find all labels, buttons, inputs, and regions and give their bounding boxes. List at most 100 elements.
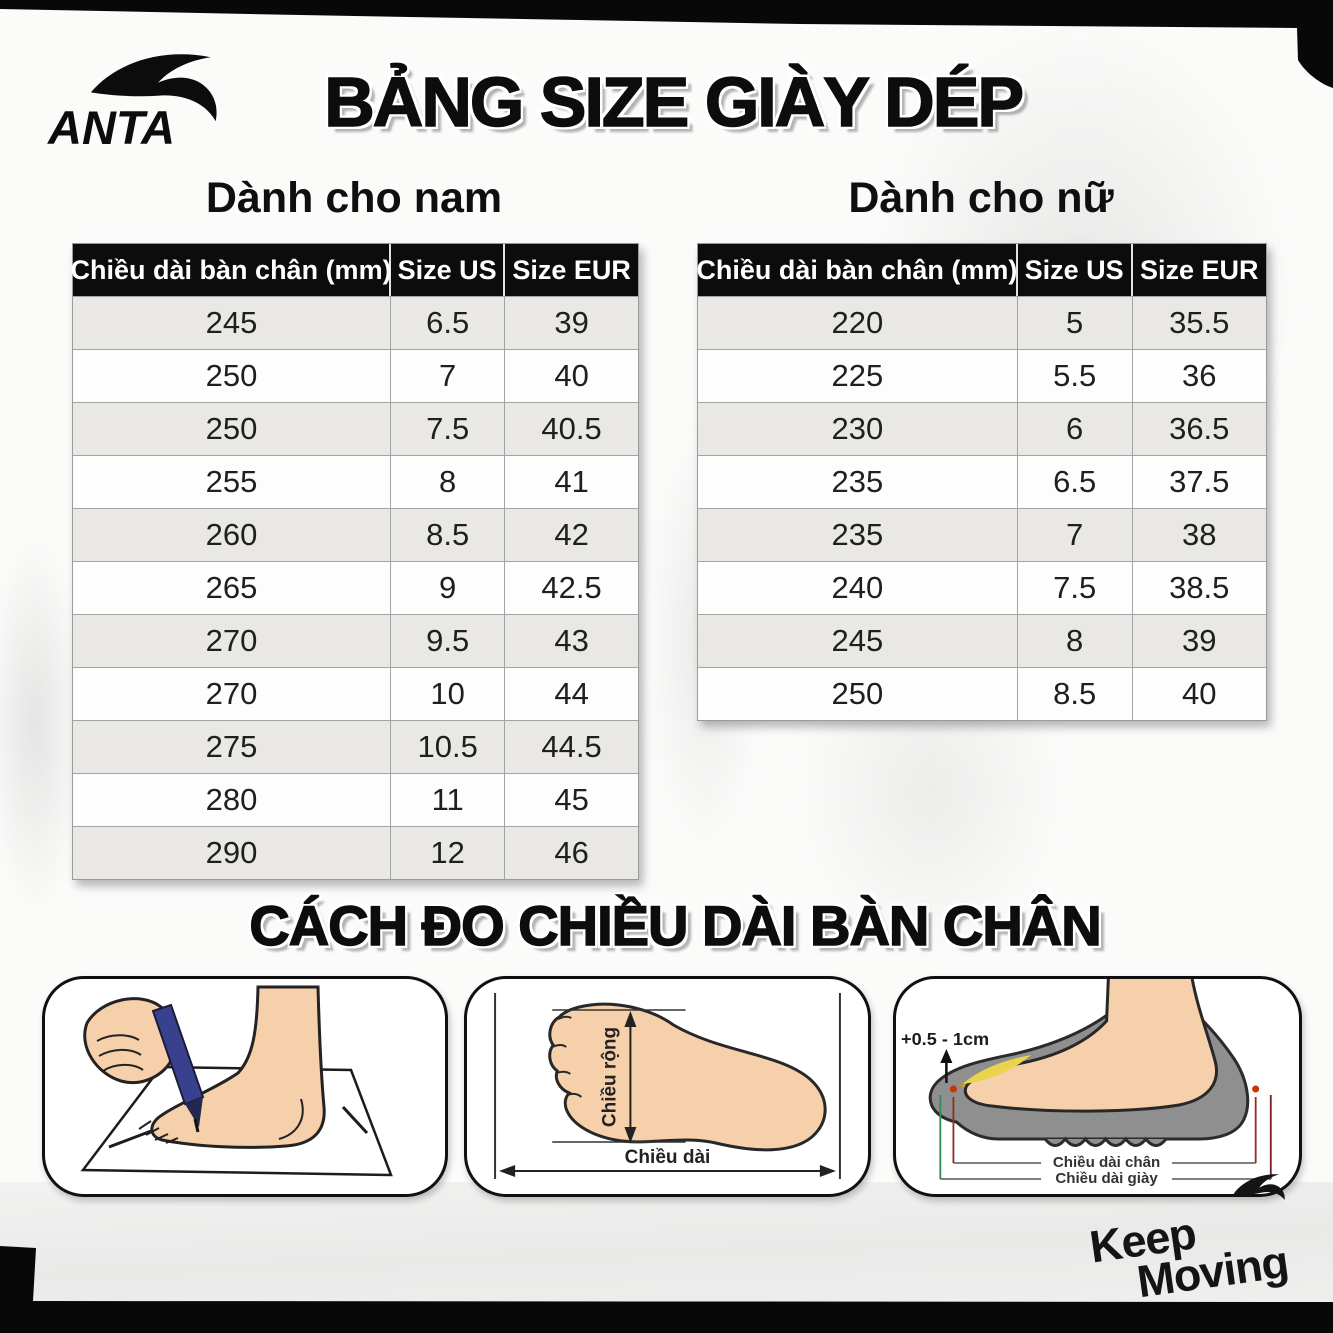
- foot-length-label: Chiều dài chân: [1053, 1154, 1160, 1171]
- table-cell: 245: [698, 615, 1018, 667]
- table-cell: 40: [554, 358, 589, 393]
- foot-top-shape: [548, 1002, 827, 1152]
- women-size-table: Chiều dài bàn chân (mm) Size US Size EUR…: [696, 243, 1267, 721]
- table-cell: 38.5: [1169, 570, 1230, 605]
- table-row: 265 9 42.5: [73, 561, 638, 614]
- table-cell: 240: [698, 562, 1018, 614]
- table-row: 245 6.5 39: [73, 296, 638, 349]
- column-header: Size US: [391, 244, 506, 296]
- table-cell: 12: [391, 827, 506, 879]
- table-cell: 7: [391, 350, 506, 402]
- women-table-body: 220 5 35.5 225 5.5 36 230 6 36.5 235 6.5 37.5 235 7 38…: [698, 296, 1266, 720]
- anta-logo-text: ANTA: [48, 101, 176, 154]
- table-row: 275 10.5 44.5: [73, 720, 638, 773]
- foot-measurement-illustration: Chiều rộng Chiều dài: [464, 976, 871, 1197]
- table-cell: 6.5: [391, 297, 506, 349]
- table-cell: 9.5: [391, 615, 506, 667]
- men-table-body: 245 6.5 39 250 7 40 250 7.5 40.5 255 8 41 260 8.5 42 26…: [73, 296, 638, 879]
- table-cell: 280: [73, 774, 392, 826]
- table-cell: 40.5: [541, 411, 602, 446]
- table-row: 260 8.5 42: [73, 508, 638, 561]
- page-title: BẢNG SIZE GIÀY DÉP: [323, 62, 1024, 142]
- foot-tracing-illustration: [42, 976, 448, 1197]
- table-cell: 42.5: [541, 570, 602, 605]
- table-cell: 44.5: [541, 729, 602, 764]
- men-section-title: Dành cho nam: [205, 174, 503, 222]
- table-cell: 290: [73, 827, 392, 879]
- table-cell: 45: [554, 782, 589, 817]
- column-header: Chiều dài bàn chân (mm): [71, 244, 392, 296]
- table-cell: 8.5: [1018, 668, 1133, 720]
- table-cell: 5: [1018, 297, 1133, 349]
- table-cell: 7: [1018, 509, 1133, 561]
- table-row: 240 7.5 38.5: [698, 561, 1266, 614]
- table-cell: 255: [73, 456, 392, 508]
- column-header: Size EUR: [1139, 254, 1259, 285]
- table-cell: 10.5: [391, 721, 506, 773]
- table-row: 235 7 38: [698, 508, 1266, 561]
- table-cell: 220: [698, 297, 1018, 349]
- table-cell: 40: [1182, 676, 1217, 711]
- table-cell: 270: [73, 615, 392, 667]
- table-cell: 35.5: [1169, 305, 1230, 340]
- table-cell: 10: [391, 668, 506, 720]
- table-row: 280 11 45: [73, 773, 638, 826]
- table-cell: 39: [1182, 623, 1217, 658]
- table-cell: 235: [698, 456, 1018, 508]
- table-cell: 38: [1182, 517, 1217, 552]
- table-row: 225 5.5 36: [698, 349, 1266, 402]
- table-cell: 8: [1018, 615, 1133, 667]
- table-row: 245 8 39: [698, 614, 1266, 667]
- table-row: 220 5 35.5: [698, 296, 1266, 349]
- table-row: 250 7.5 40.5: [73, 402, 638, 455]
- table-cell: 46: [554, 835, 589, 870]
- table-cell: 7.5: [391, 403, 506, 455]
- table-cell: 36: [1182, 358, 1217, 393]
- table-row: 290 12 46: [73, 826, 638, 879]
- keep-moving-logo: Keep Moving: [1087, 1174, 1306, 1309]
- table-cell: 265: [73, 562, 392, 614]
- shoe-fit-illustration: +0.5 - 1cm Chiều dài chân Chiều dài giày: [893, 976, 1302, 1197]
- table-cell: 250: [698, 668, 1018, 720]
- table-row: 230 6 36.5: [698, 402, 1266, 455]
- table-cell: 6.5: [1018, 456, 1133, 508]
- table-cell: 8.5: [391, 509, 506, 561]
- table-cell: 275: [73, 721, 392, 773]
- anta-swoosh-icon: [1232, 1174, 1285, 1201]
- table-cell: 37.5: [1169, 464, 1230, 499]
- width-label: Chiều rộng: [599, 1027, 620, 1127]
- women-section-title: Dành cho nữ: [848, 174, 1114, 222]
- shoe-length-label: Chiều dài giày: [1055, 1170, 1158, 1187]
- table-cell: 42: [554, 517, 589, 552]
- table-row: 255 8 41: [73, 455, 638, 508]
- table-cell: 250: [73, 403, 392, 455]
- column-header: Chiều dài bàn chân (mm): [696, 244, 1018, 296]
- table-cell: 6: [1018, 403, 1133, 455]
- table-row: 270 9.5 43: [73, 614, 638, 667]
- table-cell: 250: [73, 350, 392, 402]
- men-table-header: Chiều dài bàn chân (mm) Size US Size EUR: [71, 244, 638, 296]
- table-cell: 44: [554, 676, 589, 711]
- allowance-label: +0.5 - 1cm: [901, 1029, 989, 1049]
- table-cell: 245: [73, 297, 392, 349]
- column-header: Size EUR: [512, 254, 631, 285]
- men-size-table: Chiều dài bàn chân (mm) Size US Size EUR…: [71, 243, 639, 880]
- women-table-header: Chiều dài bàn chân (mm) Size US Size EUR: [696, 244, 1266, 296]
- table-cell: 9: [391, 562, 506, 614]
- length-label: Chiều dài: [625, 1147, 711, 1168]
- column-header: Size US: [1018, 244, 1133, 296]
- measure-section-title: CÁCH ĐO CHIỀU DÀI BÀN CHÂN: [249, 893, 1103, 958]
- table-cell: 41: [554, 464, 589, 499]
- table-row: 250 8.5 40: [698, 667, 1266, 720]
- table-cell: 235: [698, 509, 1018, 561]
- table-cell: 225: [698, 350, 1018, 402]
- table-row: 270 10 44: [73, 667, 638, 720]
- table-row: 235 6.5 37.5: [698, 455, 1266, 508]
- table-row: 250 7 40: [73, 349, 638, 402]
- table-cell: 5.5: [1018, 350, 1133, 402]
- table-cell: 230: [698, 403, 1018, 455]
- table-cell: 270: [73, 668, 392, 720]
- table-cell: 43: [554, 623, 589, 658]
- table-cell: 36.5: [1169, 411, 1230, 446]
